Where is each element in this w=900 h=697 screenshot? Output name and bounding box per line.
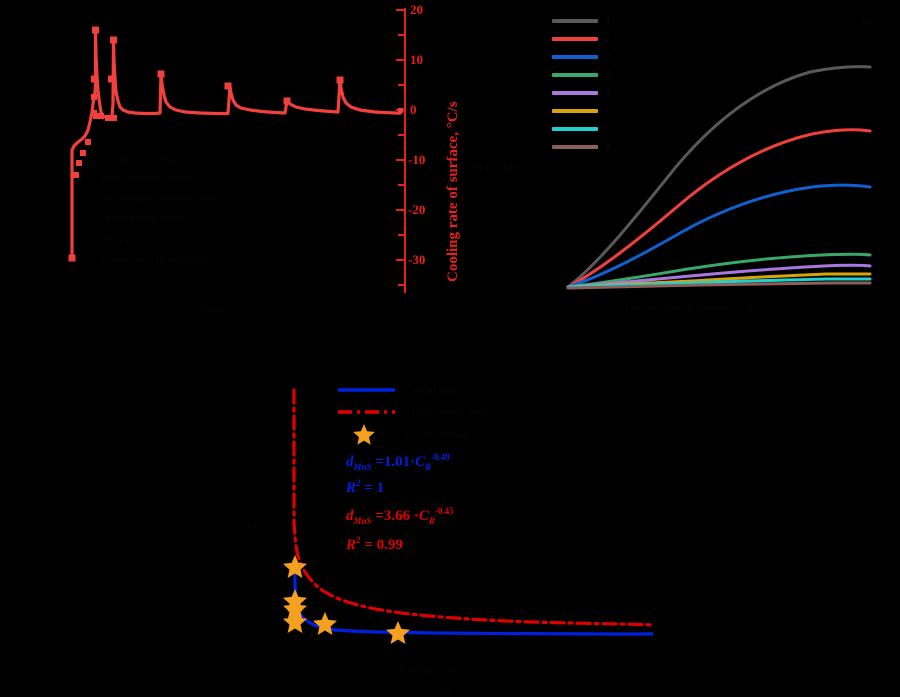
eq-red-r2-value: 0.99 xyxy=(376,537,403,553)
panel-b-legend-label-6: 6 xyxy=(605,103,611,117)
panel-a-legend-item: Secondary cooling zone xyxy=(102,190,218,204)
panel-b-y-label: Shell thickness, mm xyxy=(458,160,555,174)
panel-a-tick-major xyxy=(396,259,405,261)
panel-a-ticklabel-3: -10 xyxy=(408,152,426,167)
panel-b-legend-label-4: 4 xyxy=(605,67,611,81)
panel-b-legend-swatch-3[interactable] xyxy=(552,55,598,59)
mns-size-panel: Calculated Fitted power law Experimental… xyxy=(240,370,680,696)
eq-blue-rhs-var: C xyxy=(415,454,426,470)
panel-c-y-label: MnS size, μm xyxy=(246,520,313,534)
panel-c-curve-fitted xyxy=(292,388,654,627)
eq-red-rhs-var: C xyxy=(418,508,429,524)
panel-a-ticklabel-1: 10 xyxy=(410,52,423,67)
panel-c-legend-label-1: Fitted power law xyxy=(405,404,487,418)
panel-c-legend-label-2: Experimental xyxy=(405,427,470,441)
panel-a-legend-item: Heat transfer peaks xyxy=(102,170,195,184)
eq-red-rhs-sub: R xyxy=(428,516,435,526)
eq-blue-r2-label: R xyxy=(346,480,357,496)
panel-c-caption: c) xyxy=(440,682,450,696)
panel-b-legend-label-5: 5 xyxy=(605,85,611,99)
panel-c-equation-blue: dMnS =1.01·CR-0.49 xyxy=(346,452,450,472)
eq-blue-r2-sup: 2 xyxy=(356,478,361,488)
panel-b-legend-label-8: 8 xyxy=(605,139,611,153)
panel-a-tick-minor xyxy=(398,34,404,36)
panel-a-tick-minor xyxy=(398,184,404,186)
panel-a-tick-major xyxy=(396,209,405,211)
panel-c-r2-blue: R2 = 1 xyxy=(346,478,385,496)
panel-a-tick-major xyxy=(396,159,405,161)
panel-a-legend-item: Roll contact xyxy=(102,232,161,246)
eq-red-coeff: 3.66 xyxy=(383,508,411,524)
eq-blue-coeff: 1.01 xyxy=(383,454,411,470)
star-marker xyxy=(283,597,307,620)
panel-c-equation-red: dMnS =3.66 ·CR-0.45 xyxy=(346,506,454,526)
eq-red-lhs-sub: MnS xyxy=(353,516,372,526)
panel-a-tick-minor xyxy=(398,134,404,136)
panel-c-legend-label-0: Calculated xyxy=(405,382,457,396)
panel-a-legend-item: Spray nozzle segments xyxy=(102,252,212,266)
panel-a-x-label: Time, s xyxy=(200,302,236,316)
panel-a-tick-major xyxy=(396,9,405,11)
cooling-rate-panel: 20 10 0 -10 -20 -30 Cooling rate of surf… xyxy=(0,0,461,320)
panel-a-legend-item: Surface cooling rate xyxy=(102,152,199,166)
panel-b-legend-label-2: 2 xyxy=(605,31,611,45)
panel-b-legend-swatch-8[interactable] xyxy=(552,145,598,149)
panel-c-curves xyxy=(283,388,654,644)
star-marker xyxy=(283,555,307,578)
eq-red-lhs-var: d xyxy=(346,508,354,524)
panel-b-corner-label: b) xyxy=(862,14,872,28)
panel-b-curves xyxy=(566,65,872,290)
star-marker xyxy=(386,621,410,644)
panel-c-legend xyxy=(338,388,395,445)
eq-blue-rhs-sub: R xyxy=(425,462,432,472)
panel-a-ticklabel-5: -30 xyxy=(408,252,426,267)
eq-blue-rhs-exp: -0.49 xyxy=(431,452,450,462)
panel-b-legend-swatch-2[interactable] xyxy=(552,37,598,41)
panel-a-tick-minor xyxy=(398,234,404,236)
panel-a-tick-minor xyxy=(398,284,404,286)
panel-a-ticklabel-0: 20 xyxy=(410,2,423,17)
eq-red-rhs-exp: -0.45 xyxy=(434,506,454,516)
star-marker xyxy=(283,610,307,633)
shell-growth-panel: 1 2 3 4 5 6 7 8 b) Distance from meniscu… xyxy=(450,0,900,320)
star-marker xyxy=(313,612,337,635)
eq-red-r2-label: R xyxy=(346,537,357,553)
panel-c-legend-star xyxy=(353,424,375,445)
eq-blue-lhs-sub: MnS xyxy=(353,462,372,472)
panel-a-curve xyxy=(68,26,403,262)
eq-red-r2-sup: 2 xyxy=(356,535,361,545)
panel-a-tick-minor xyxy=(398,84,404,86)
panel-a-y-axis xyxy=(404,8,406,293)
panel-b-legend-label-1: 1 xyxy=(605,13,611,27)
panel-b-legend-label-7: 7 xyxy=(605,121,611,135)
panel-a-legend-item: Air cooling zone xyxy=(102,210,183,224)
panel-b-x-label: Distance from meniscus, m xyxy=(625,300,757,314)
panel-b-legend-swatch-7[interactable] xyxy=(552,127,598,131)
panel-a-ticklabel-2: 0 xyxy=(410,102,417,117)
panel-c-r2-red: R2 = 0.99 xyxy=(346,535,403,553)
panel-b-legend-swatch-5[interactable] xyxy=(552,91,598,95)
panel-b-legend-swatch-6[interactable] xyxy=(552,109,598,113)
eq-blue-r2-value: 1 xyxy=(376,480,385,496)
panel-b-legend-swatch-4[interactable] xyxy=(552,73,598,77)
panel-c-x-label: Cooling rate, °C/s xyxy=(400,662,487,676)
panel-b-legend-swatch-1[interactable] xyxy=(552,19,598,23)
panel-a-tick-major xyxy=(396,59,405,61)
panel-b-legend-label-3: 3 xyxy=(605,49,611,63)
panel-a-ticklabel-4: -20 xyxy=(408,202,426,217)
eq-blue-lhs-var: d xyxy=(346,454,354,470)
panel-c-experimental-stars xyxy=(283,555,410,644)
